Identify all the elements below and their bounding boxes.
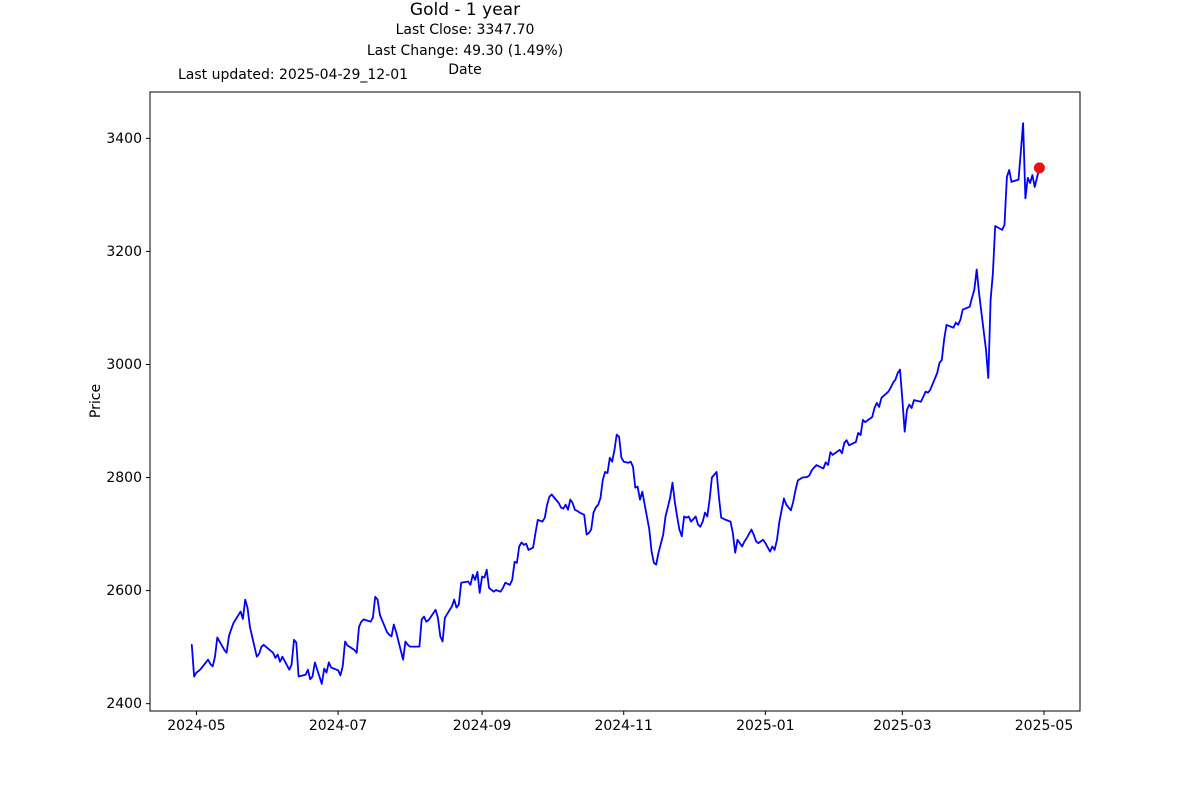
y-tick-label: 3400 (106, 131, 142, 147)
x-tick-label: 2025-05 (1015, 718, 1074, 734)
x-tick-label: 2024-07 (309, 718, 368, 734)
price-line (190, 122, 1041, 685)
last-change-text: Last Change: 49.30 (1.49%) (366, 43, 564, 59)
y-tick-label: 3000 (106, 357, 142, 373)
y-tick-label: 2800 (106, 470, 142, 486)
x-tick-label: 2024-09 (453, 718, 512, 734)
chart-title: Gold - 1 year (409, 0, 521, 20)
last-price-marker (1033, 162, 1045, 174)
axes-frame (149, 91, 1081, 712)
x-tick-label: 2025-01 (736, 718, 795, 734)
x-tick-label: 2025-03 (873, 718, 932, 734)
y-tick-label: 3200 (106, 244, 142, 260)
x-tick-label: 2024-11 (594, 718, 653, 734)
last-close-annotation: Last Close: 3347.70 Last Change: 49.30 (… (0, 20, 930, 62)
x-tick-label: 2024-05 (167, 718, 226, 734)
x-axis-label: Date (448, 62, 482, 78)
last-updated-text: Last updated: 2025-04-29_12-01 (178, 67, 409, 83)
y-tick-label: 2600 (106, 583, 142, 599)
last-close-text: Last Close: 3347.70 (395, 22, 535, 38)
y-tick-label: 2400 (106, 696, 142, 712)
